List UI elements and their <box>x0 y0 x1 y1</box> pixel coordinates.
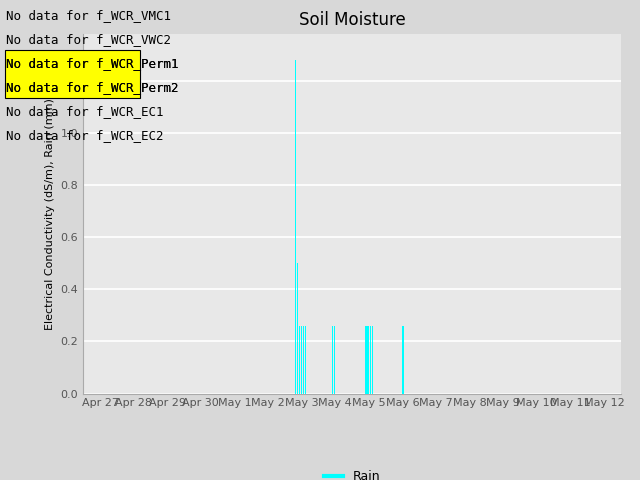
Text: No data for f_WCR_Perm2: No data for f_WCR_Perm2 <box>6 81 179 94</box>
Bar <box>333 326 335 394</box>
Bar <box>294 60 296 394</box>
Bar <box>402 326 404 394</box>
Y-axis label: Electrical Conductivity (dS/m), Rain (mm): Electrical Conductivity (dS/m), Rain (mm… <box>45 97 55 330</box>
Legend: Rain: Rain <box>319 465 385 480</box>
Text: No data for f_WCR_VWC2: No data for f_WCR_VWC2 <box>6 33 172 46</box>
Bar <box>297 263 298 394</box>
Text: No data for f_WCR_VMC1: No data for f_WCR_VMC1 <box>6 9 172 22</box>
Bar <box>332 326 333 394</box>
Text: No data for f_WCR_EC1: No data for f_WCR_EC1 <box>6 105 164 118</box>
Bar <box>365 326 367 394</box>
Title: Soil Moisture: Soil Moisture <box>299 11 405 29</box>
Bar <box>305 326 307 394</box>
Bar <box>367 326 369 394</box>
Bar <box>372 326 373 394</box>
Text: No data for f_WCR_Perm1: No data for f_WCR_Perm1 <box>6 57 179 70</box>
Text: No data for f_WCR_Perm1: No data for f_WCR_Perm1 <box>6 57 179 70</box>
Text: No data for f_WCR_Perm2: No data for f_WCR_Perm2 <box>6 81 179 94</box>
Bar <box>301 326 303 394</box>
Text: No data for f_WCR_EC2: No data for f_WCR_EC2 <box>6 129 164 142</box>
Bar <box>299 326 300 394</box>
Bar <box>370 326 371 394</box>
Bar <box>303 326 305 394</box>
